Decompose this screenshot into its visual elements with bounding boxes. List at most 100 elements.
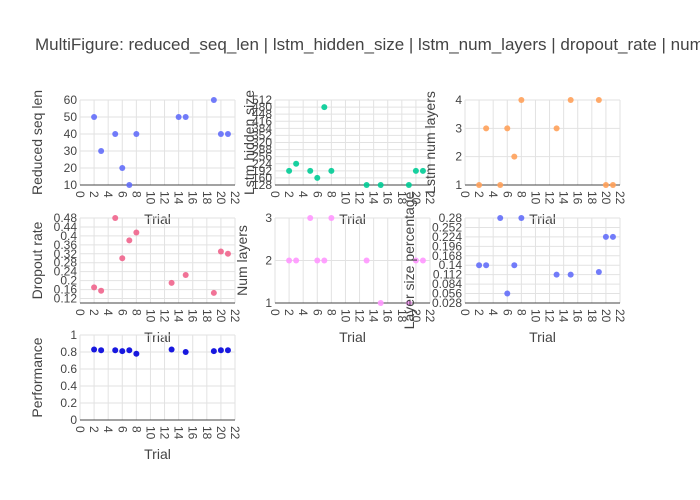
data-point[interactable] [412,257,419,264]
data-point[interactable] [182,272,189,279]
y-tick-label: 0.6 [60,362,77,376]
x-tick-label: 12 [158,426,172,440]
data-point[interactable] [609,182,616,188]
data-point[interactable] [419,167,426,174]
data-point[interactable] [497,215,504,221]
data-point[interactable] [412,167,419,174]
data-point[interactable] [511,262,518,269]
data-point[interactable] [405,300,412,306]
data-point[interactable] [119,255,126,262]
data-point[interactable] [602,233,609,240]
data-point[interactable] [553,125,560,132]
data-point[interactable] [98,347,105,354]
data-point[interactable] [217,248,224,255]
y-tick-label: 0.084 [432,277,462,291]
data-point[interactable] [126,347,133,354]
data-point[interactable] [168,346,175,353]
data-point[interactable] [217,131,224,137]
data-point[interactable] [182,114,189,120]
data-point[interactable] [126,182,133,188]
data-point[interactable] [293,257,300,264]
data-point[interactable] [314,174,321,181]
data-point[interactable] [518,97,525,103]
data-point[interactable] [286,257,293,264]
x-tick-label: 22 [228,426,242,440]
data-point[interactable] [476,182,483,188]
data-point[interactable] [210,348,217,355]
data-point[interactable] [363,182,370,188]
data-point[interactable] [175,114,182,120]
data-point[interactable] [609,233,616,240]
data-point[interactable] [504,290,511,297]
data-point[interactable] [595,97,602,103]
subplot-6: 0 2 4 6 8 10 12 14 16 18 20 220.0280.0560.0840.1120… [401,191,627,345]
y-tick-label: 60 [64,93,78,107]
data-point[interactable] [497,182,504,188]
x-tick-label: 6 [310,191,324,198]
data-point[interactable] [602,182,609,188]
data-point[interactable] [119,165,126,171]
data-point[interactable] [286,167,293,174]
data-point[interactable] [119,348,126,355]
x-tick-label: 20 [409,309,423,323]
series-points [286,215,426,306]
series-points [91,97,231,188]
data-point[interactable] [217,347,224,354]
data-point[interactable] [377,182,384,188]
y-tick-label: 0.2 [60,274,77,288]
data-point[interactable] [518,215,525,221]
x-tick-label: 10 [338,309,352,323]
data-point[interactable] [405,182,412,188]
data-point[interactable] [511,153,518,160]
data-point[interactable] [126,237,133,244]
data-point[interactable] [483,125,490,132]
data-point[interactable] [595,268,602,275]
data-point[interactable] [567,271,574,278]
data-point[interactable] [224,347,231,354]
data-point[interactable] [133,229,140,236]
x-tick-label: 20 [599,309,613,323]
data-point[interactable] [133,131,140,137]
subplot-2: 0 2 4 6 8 10 12 14 16 18 20 22 128160192224256288320… [241,90,437,227]
data-point[interactable] [321,257,328,264]
data-point[interactable] [377,300,384,306]
data-point[interactable] [483,262,490,269]
data-point[interactable] [293,160,300,167]
y-tick-label: 0.16 [54,283,78,297]
data-point[interactable] [133,350,140,357]
data-point[interactable] [91,284,98,291]
data-point[interactable] [476,262,483,269]
data-point[interactable] [314,257,321,264]
data-point[interactable] [307,215,314,221]
x-tick-label: 8 [324,191,338,198]
x-tick-label: 20 [214,191,228,205]
data-point[interactable] [91,346,98,353]
data-point[interactable] [210,97,217,103]
data-point[interactable] [168,279,175,286]
data-point[interactable] [504,125,511,132]
data-point[interactable] [112,131,119,137]
x-tick-label: 16 [381,309,395,323]
y-axis-title: Num layers [234,225,250,296]
data-point[interactable] [328,215,335,221]
data-point[interactable] [91,114,98,120]
data-point[interactable] [321,104,328,111]
data-point[interactable] [567,97,574,103]
data-point[interactable] [307,167,314,174]
data-point[interactable] [98,287,105,294]
data-point[interactable] [328,167,335,174]
x-tick-label: 6 [310,309,324,316]
data-point[interactable] [363,257,370,264]
data-point[interactable] [419,257,426,264]
data-point[interactable] [224,131,231,137]
data-point[interactable] [210,289,217,296]
data-point[interactable] [98,148,105,154]
data-point[interactable] [553,271,560,278]
data-point[interactable] [182,349,189,355]
x-tick-label: 12 [353,191,367,205]
data-point[interactable] [112,347,119,354]
data-point[interactable] [112,215,119,221]
data-point[interactable] [224,250,231,257]
